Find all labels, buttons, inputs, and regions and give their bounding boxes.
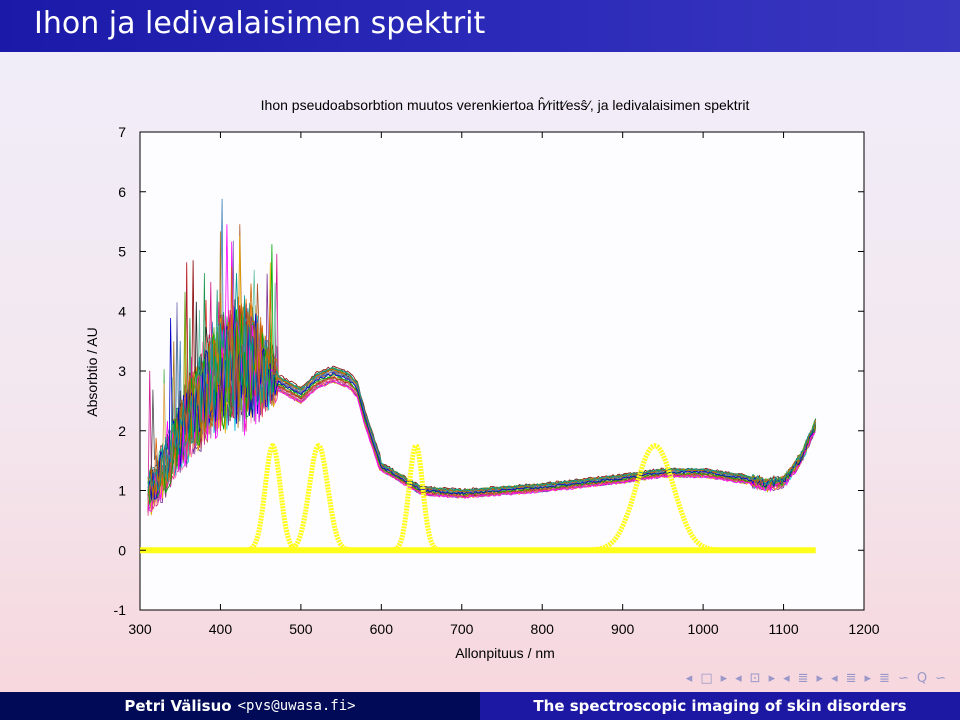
y-tick-label: 5 — [118, 244, 126, 260]
skin-spectrum-line — [147, 224, 816, 512]
nav-icon[interactable]: ◂ — [735, 670, 742, 686]
led-spectrum-line — [579, 443, 730, 553]
nav-icon[interactable]: ∽ — [897, 670, 909, 686]
y-tick-label: 0 — [118, 542, 126, 558]
nav-icon[interactable]: ≣ — [845, 670, 857, 686]
chart-title: Ihon pseudoabsorbtion muutos verenkierto… — [261, 96, 750, 113]
slide-title: Ihon ja ledivalaisimen spektrit — [34, 6, 486, 41]
y-tick-label: 6 — [118, 184, 126, 200]
footer-talk-box: The spectroscopic imaging of skin disord… — [480, 692, 960, 720]
y-tick-label: 1 — [118, 483, 126, 499]
x-tick-label: 600 — [370, 621, 394, 637]
beamer-navigation[interactable]: ◂ □ ▸ ◂ ⊡ ▸ ◂ ≣ ▸ ◂ ≣ ▸ ≣ ∽ Q ∽ — [686, 668, 946, 688]
skin-spectrum-line — [147, 272, 816, 493]
skin-spectrum-line — [147, 240, 817, 506]
nav-icon[interactable]: ▸ — [864, 670, 872, 686]
nav-icon[interactable]: ◂ — [685, 670, 693, 686]
led-spectrum-line — [388, 442, 443, 553]
nav-icon[interactable]: ▸ — [720, 670, 728, 686]
nav-icon[interactable]: Q — [916, 670, 928, 686]
x-axis-label: Allonpituus / nm — [455, 645, 555, 661]
x-tick-label: 1100 — [769, 621, 799, 637]
footer-talk-title: The spectroscopic imaging of skin disord… — [533, 697, 907, 715]
led-spectrum-line — [242, 443, 303, 553]
chart-axes-group: 300 400 500 600 700 800 900 1000 1100 1200 -1 0 1 2 3 4… — [114, 124, 880, 637]
nav-icon[interactable]: ▸ — [816, 670, 824, 686]
nav-icon[interactable]: ◂ — [831, 670, 838, 686]
nav-icon[interactable]: ◂ — [783, 670, 790, 686]
x-tick-label: 1000 — [688, 621, 719, 637]
x-tick-label: 700 — [450, 621, 474, 637]
nav-icon[interactable]: ▸ — [768, 670, 776, 686]
footer-author: Petri Välisuo — [124, 697, 232, 715]
nav-icon[interactable]: ≣ — [879, 670, 890, 686]
led-series-group — [140, 442, 816, 554]
y-tick-label: 7 — [118, 124, 126, 140]
chart-series-group — [147, 198, 817, 516]
x-tick-label: 500 — [289, 621, 313, 637]
nav-icon[interactable]: ∽ — [935, 670, 946, 686]
y-tick-label: 4 — [118, 303, 126, 319]
footer-email: <pvs@uwasa.fi> — [237, 698, 356, 714]
nav-icon[interactable]: ⊡ — [749, 670, 761, 686]
spectrum-chart: 300 400 500 600 700 800 900 1000 1100 1200 -1 0 1 2 3 4… — [84, 96, 880, 661]
x-tick-label: 400 — [209, 621, 233, 637]
slide-title-bar: Ihon ja ledivalaisimen spektrit — [0, 0, 960, 52]
x-tick-label: 800 — [531, 621, 555, 637]
x-tick-label: 900 — [611, 621, 635, 637]
led-spectrum-line — [281, 442, 355, 553]
nav-icon[interactable]: □ — [700, 670, 713, 686]
x-tick-label: 300 — [128, 621, 152, 637]
y-axis-label: Absorbtio / AU — [84, 327, 100, 417]
y-tick-label: 3 — [118, 363, 126, 379]
slide-footer: Petri Välisuo <pvs@uwasa.fi> The spectro… — [0, 692, 960, 720]
y-tick-label: 2 — [118, 423, 126, 439]
y-tick-label: -1 — [114, 602, 127, 618]
nav-icon[interactable]: ≣ — [797, 670, 809, 686]
footer-author-box: Petri Välisuo <pvs@uwasa.fi> — [0, 692, 480, 720]
x-tick-label: 1200 — [848, 621, 879, 637]
